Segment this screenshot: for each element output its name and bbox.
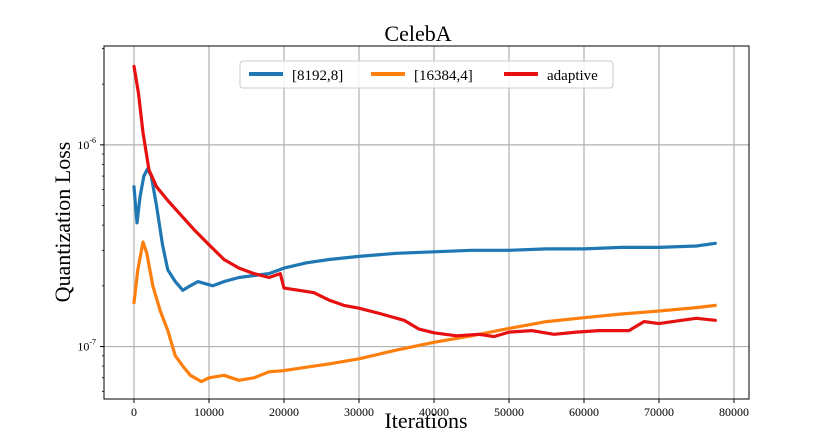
- legend-label-8192-8: [8192,8]: [292, 68, 343, 84]
- plot-frame: [103, 45, 750, 400]
- series-lines: [132, 64, 717, 384]
- legend-label-adaptive: adaptive: [547, 68, 598, 84]
- x-tick-label: 0: [131, 405, 137, 419]
- legend-label-16384-4: [16384,4]: [414, 68, 473, 84]
- x-tick-label: 60000: [569, 405, 599, 419]
- x-axis-label: Iterations: [384, 408, 467, 433]
- axis-ticks: 0 10000 20000 30000 40000 50000 60000 70000 8000…: [77, 48, 749, 419]
- y-axis-label: Quantization Loss: [50, 142, 75, 303]
- grid: [104, 46, 749, 399]
- x-tick-label: 20000: [269, 405, 299, 419]
- x-tick-label: 30000: [344, 405, 374, 419]
- series-line-8192-8: [132, 167, 717, 292]
- legend: [8192,8] [16384,4] adaptive: [239, 60, 614, 89]
- chart-title: CelebA: [384, 21, 451, 46]
- y-tick-label-base: 10: [77, 138, 89, 152]
- x-tick-label: 40000: [419, 405, 449, 419]
- y-tick-label-power: -6: [89, 136, 96, 145]
- y-tick-label-power: -7: [89, 338, 96, 347]
- y-tick-label: 10-6: [77, 136, 96, 152]
- legend-frame: [239, 60, 614, 89]
- x-tick-label: 80000: [719, 405, 749, 419]
- y-tick-label-base: 10: [77, 340, 89, 354]
- y-tick-label: 10-7: [77, 338, 96, 354]
- x-tick-label: 10000: [194, 405, 224, 419]
- series-line-adaptive: [132, 64, 717, 339]
- x-tick-label: 70000: [644, 405, 674, 419]
- x-tick-label: 50000: [494, 405, 524, 419]
- series-line-16384-4: [132, 240, 717, 384]
